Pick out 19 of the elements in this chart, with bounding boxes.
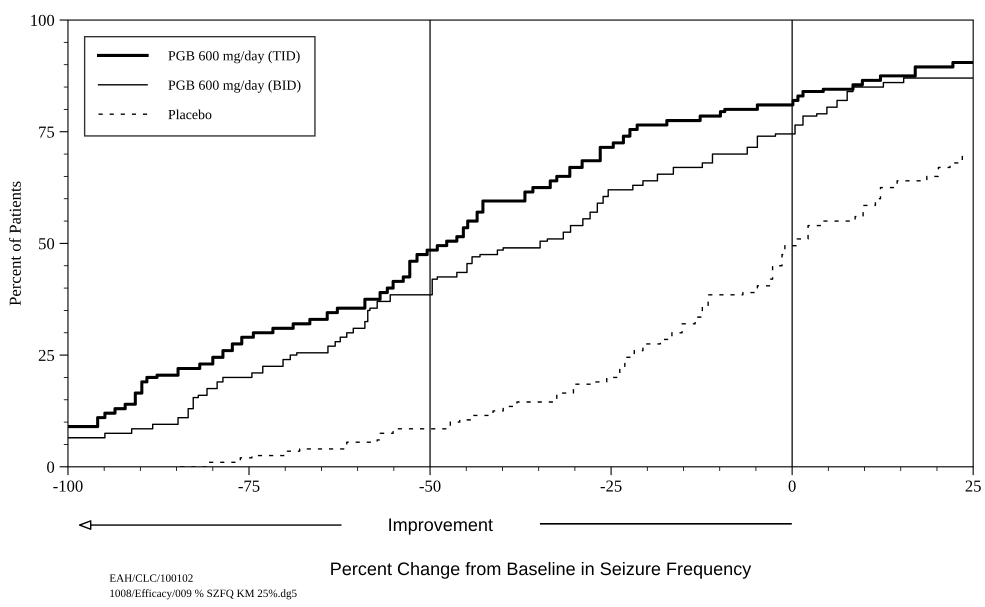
legend-label: PGB 600 mg/day (BID) xyxy=(168,80,300,93)
x-tick-label: -50 xyxy=(420,480,441,492)
x-tick-label: -75 xyxy=(238,480,260,492)
x-axis-title: Percent Change from Baseline in Seizure Frequency xyxy=(331,562,752,579)
text: 1008/Efficacy/009 % SZFQ KM 25%.dg5 xyxy=(110,589,297,600)
x-tick-label: -25 xyxy=(600,480,622,492)
y-tick-label: 25 xyxy=(38,350,54,362)
y-tick-label: 100 xyxy=(31,14,54,26)
legend-label: PGB 600 mg/day (TID) xyxy=(168,50,300,64)
y-tick-label: 50 xyxy=(39,238,54,250)
legend-label: Placebo xyxy=(168,109,212,120)
y-tick-label: 0 xyxy=(47,461,54,473)
y-axis-title: Percent of Patients xyxy=(8,182,21,306)
y-tick-label: 75 xyxy=(39,126,54,138)
text: Improvement xyxy=(389,518,493,535)
x-tick-label: 25 xyxy=(966,480,981,492)
x-tick-label: 0 xyxy=(788,480,796,492)
x-tick-label: -100 xyxy=(53,480,83,492)
text: EAH/CLC/100102 xyxy=(110,574,193,582)
